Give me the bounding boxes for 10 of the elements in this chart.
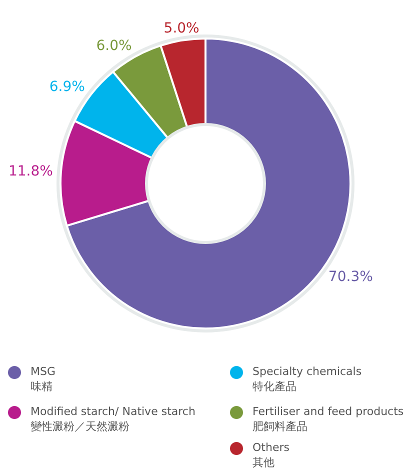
data-label: 5.0% [164, 20, 200, 36]
data-label: 70.3% [328, 268, 373, 285]
legend-label: Fertiliser and feed products 肥飼料產品 [252, 405, 404, 433]
data-label: 6.0% [96, 38, 132, 54]
legend-label: Others 其他 [252, 441, 290, 469]
data-label: 6.9% [49, 78, 85, 95]
legend-label: Specialty chemicals 特化產品 [252, 365, 362, 393]
legend-label: Modified starch/ Native starch 變性澱粉／天然澱粉 [30, 405, 196, 433]
legend-label: MSG 味精 [30, 365, 56, 393]
data-label: 11.8% [8, 164, 53, 180]
